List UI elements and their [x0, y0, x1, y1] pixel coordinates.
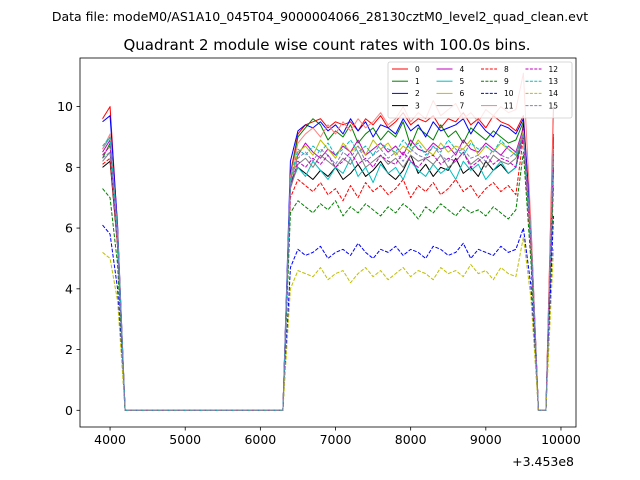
- legend-label-4: 4: [460, 65, 465, 74]
- x-offset-label: +3.453e8: [512, 454, 574, 469]
- y-tick-label: 8: [65, 160, 73, 175]
- legend-label-1: 1: [415, 77, 420, 86]
- y-tick-label: 2: [65, 342, 73, 357]
- series-line-15: [102, 133, 554, 411]
- legend-label-8: 8: [504, 65, 509, 74]
- legend-label-0: 0: [415, 65, 420, 74]
- x-tick-label: 8000: [395, 432, 427, 447]
- x-tick-label: 4000: [94, 432, 126, 447]
- y-tick-label: 6: [65, 221, 73, 236]
- legend-label-14: 14: [549, 89, 559, 98]
- x-tick-label: 7000: [320, 432, 352, 447]
- legend-label-6: 6: [460, 89, 465, 98]
- legend-label-3: 3: [415, 101, 420, 110]
- y-tick-label: 4: [65, 281, 73, 296]
- series-lines: [102, 72, 554, 411]
- legend-label-10: 10: [504, 89, 514, 98]
- plot-area: [102, 72, 554, 411]
- legend-box: [387, 61, 573, 119]
- legend-label-13: 13: [549, 77, 559, 86]
- x-tick-label: 6000: [244, 432, 276, 447]
- chart-title: Quadrant 2 module wise count rates with …: [123, 36, 530, 54]
- y-tick-label: 10: [57, 99, 73, 114]
- legend-label-12: 12: [549, 65, 559, 74]
- y-tick-label: 0: [65, 403, 73, 418]
- series-line-13: [102, 133, 554, 411]
- figure-suptitle: Data file: modeM0/AS1A10_045T04_90000040…: [52, 9, 588, 24]
- legend-label-2: 2: [415, 89, 420, 98]
- x-tick-label: 5000: [169, 432, 201, 447]
- legend-label-5: 5: [460, 77, 465, 86]
- legend-label-11: 11: [504, 101, 514, 110]
- legend-label-9: 9: [504, 77, 509, 86]
- axes-frame: [79, 57, 577, 428]
- legend-label-15: 15: [549, 101, 559, 110]
- x-tick-label: 10000: [541, 432, 581, 447]
- x-tick-label: 9000: [470, 432, 502, 447]
- legend-label-7: 7: [460, 101, 465, 110]
